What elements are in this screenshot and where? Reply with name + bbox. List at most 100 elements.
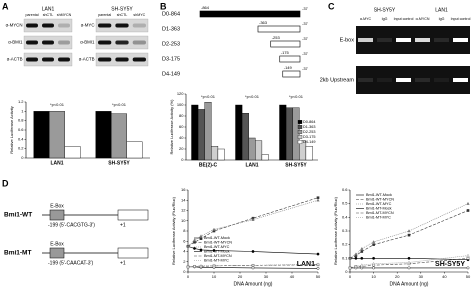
panel-label: A <box>2 1 9 11</box>
point <box>348 266 352 270</box>
point <box>192 264 197 268</box>
construct-name: D4-149 <box>162 71 180 77</box>
bar <box>95 111 112 159</box>
legend-label: Bmi1-MT-MYC <box>204 259 229 263</box>
x-tick-label: SH-SY5Y <box>285 162 307 168</box>
y-tick-label: 0 <box>21 155 24 160</box>
start-label: -363 <box>259 20 268 25</box>
band <box>415 78 430 82</box>
y-tick-label: 120 <box>177 91 184 96</box>
panel-label: C <box>328 1 335 11</box>
point <box>371 261 376 265</box>
x-tick-label: LAN1 <box>245 162 258 168</box>
y-tick-label: 1.2 <box>18 99 24 104</box>
y-tick-label: 100 <box>177 102 184 107</box>
series-line <box>349 255 469 269</box>
bar <box>248 137 256 161</box>
gene <box>117 247 149 259</box>
legend-label: Bmi1-WT-MYC <box>366 202 392 206</box>
point <box>407 260 411 264</box>
annotation: *p<0.01 <box>245 94 260 99</box>
construct-name: D2-253 <box>162 41 180 47</box>
point <box>407 256 411 260</box>
y-tick-label: 6 <box>183 238 186 243</box>
band <box>358 78 373 82</box>
chart-label: SH-SY5Y <box>435 261 465 268</box>
point <box>193 247 196 250</box>
y-tick-label: 80 <box>179 113 184 118</box>
y-tick-label: 0.8 <box>18 118 24 123</box>
y-tick-label: 0.4 <box>342 214 348 219</box>
bar <box>191 104 199 161</box>
annotation: *p<0.01 <box>50 102 65 107</box>
bar <box>211 146 219 161</box>
point <box>372 266 375 270</box>
gene <box>117 209 149 221</box>
bar <box>241 113 249 161</box>
band <box>132 57 146 62</box>
band <box>434 38 449 42</box>
band <box>377 38 392 42</box>
band <box>358 38 373 42</box>
band <box>42 40 54 45</box>
bar <box>285 107 293 161</box>
bar <box>217 148 225 161</box>
lane-label: IgG <box>439 17 445 21</box>
antibody-label: α-MYC <box>81 23 95 28</box>
gel <box>356 26 470 54</box>
legend-label: Bmi1-WT-MYCN <box>204 241 232 245</box>
construct-name: Bmi1-WT <box>4 212 32 219</box>
band <box>42 57 54 62</box>
x-axis-label: DNA Amount (ng) <box>390 281 429 287</box>
cell-label: SH-SY5Y <box>111 6 133 12</box>
bar <box>33 111 50 159</box>
bar <box>305 146 313 161</box>
point <box>466 201 470 205</box>
bar <box>235 104 243 161</box>
x-tick-label: 40 <box>290 274 295 279</box>
site-label: -199 (5'-CAACAT-3') <box>48 260 93 266</box>
bar <box>204 102 212 161</box>
y-tick-label: 0.2 <box>342 242 348 247</box>
point <box>316 262 320 266</box>
end-label: -37 <box>302 6 309 11</box>
point <box>251 266 255 270</box>
legend-label: Bmi1-MT-Mock <box>366 207 392 211</box>
x-tick-label: 40 <box>442 274 447 279</box>
band <box>26 57 38 62</box>
ebox-label: E-Box <box>50 203 64 209</box>
x-tick-label: 50 <box>466 274 471 279</box>
y-tick-label: 4 <box>183 249 186 254</box>
bar <box>126 141 143 159</box>
legend-label: Bmi1-MT-MYCN <box>204 254 232 258</box>
cell-label: LAN1 <box>435 7 448 13</box>
band <box>396 78 411 82</box>
point <box>466 253 470 257</box>
lane-label: α-MYC <box>360 17 372 21</box>
annotation: *p<0.01 <box>289 94 304 99</box>
y-tick-label: 0 <box>183 269 186 274</box>
start-label: -253 <box>272 35 281 40</box>
x-tick-label: 20 <box>395 274 400 279</box>
band <box>415 38 430 42</box>
construct-bar <box>282 70 301 78</box>
y-tick-label: 0 <box>181 157 184 162</box>
x-tick-label: 30 <box>264 274 269 279</box>
start-label: -175 <box>281 50 290 55</box>
y-axis-label: Relative Luciferase Activity (Fluc/Rluc) <box>333 196 338 265</box>
construct-name: Bmi1-MT <box>4 250 31 257</box>
lane-label: Input control <box>451 17 471 21</box>
x-tick-label: SH-SY5Y <box>108 160 130 166</box>
chart-label: LAN1 <box>297 261 315 268</box>
point <box>212 249 216 252</box>
construct-name: D1-363 <box>162 26 180 32</box>
point <box>199 264 203 268</box>
ebox-label: E-Box <box>50 241 64 247</box>
point <box>372 256 375 260</box>
point <box>251 263 255 267</box>
start-label: -864 <box>201 5 210 10</box>
point <box>199 237 203 240</box>
x-tick-label: 20 <box>238 274 243 279</box>
band <box>26 23 38 28</box>
x-tick-label: 10 <box>371 274 376 279</box>
